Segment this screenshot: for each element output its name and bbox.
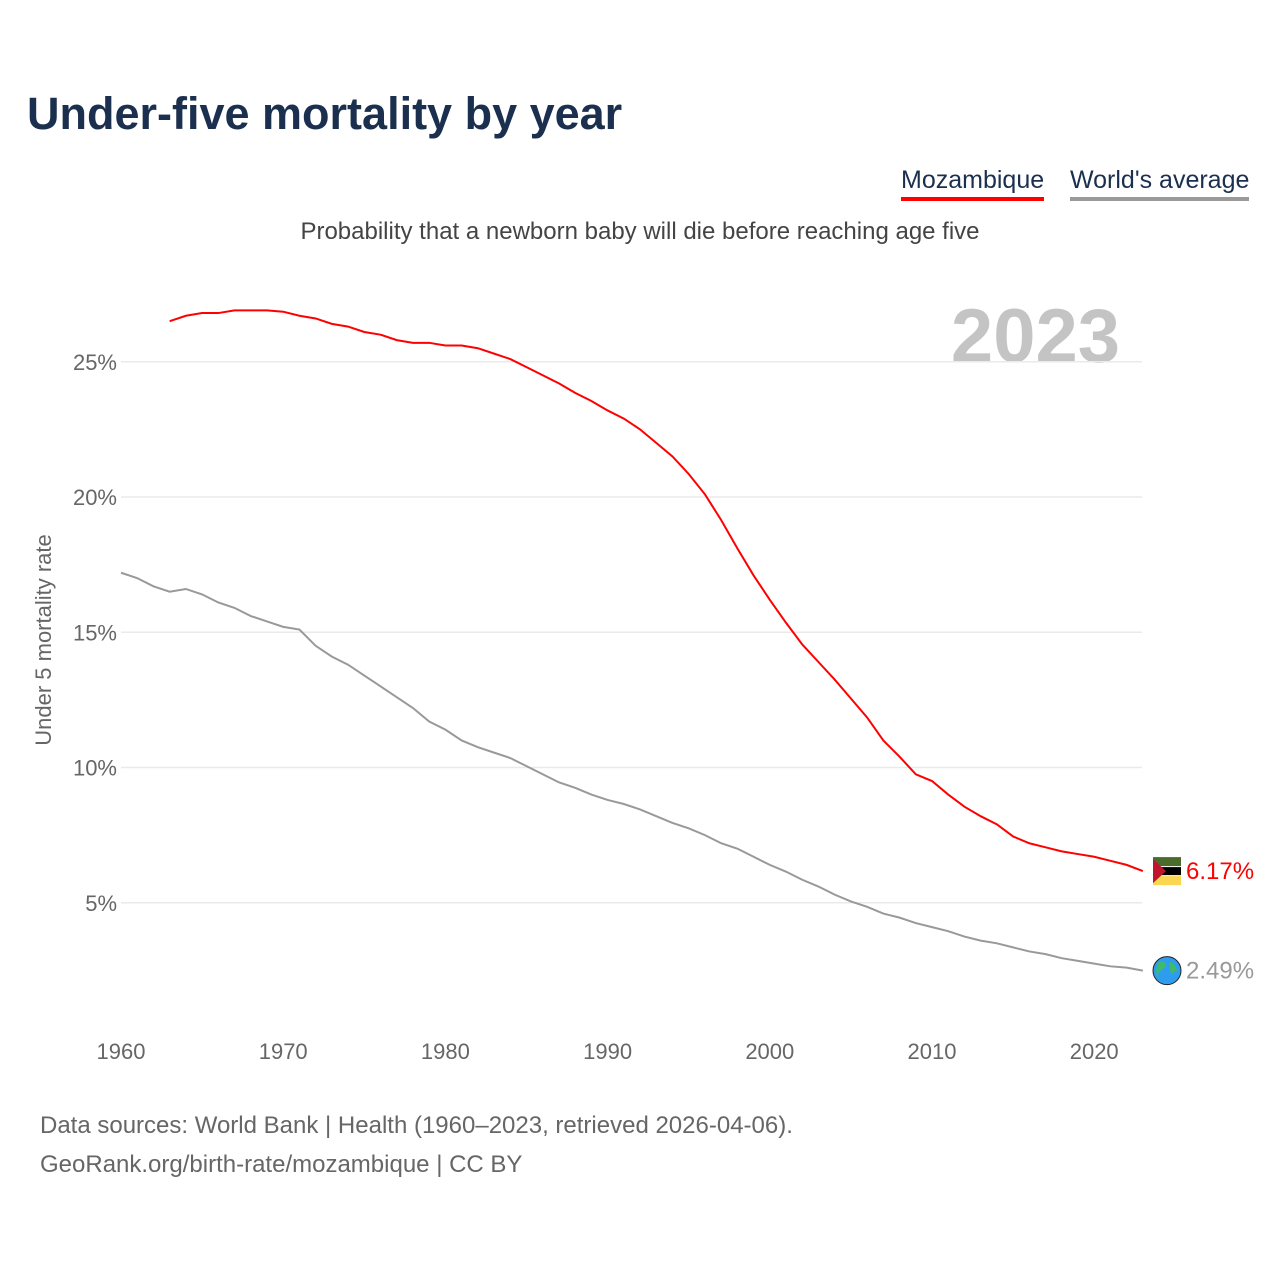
x-tick-label: 1960 (97, 1039, 146, 1064)
x-tick-label: 1990 (583, 1039, 632, 1064)
y-tick-label: 25% (73, 350, 117, 375)
source-note: Data sources: World Bank | Health (1960–… (40, 1106, 793, 1184)
chart-subtitle: Probability that a newborn baby will die… (300, 218, 980, 245)
source-line-1: Data sources: World Bank | Health (1960–… (40, 1112, 793, 1139)
flag-stripe (1153, 857, 1181, 867)
x-tick-label: 1970 (259, 1039, 308, 1064)
y-tick-label: 5% (85, 891, 117, 916)
x-tick-label: 1980 (421, 1039, 470, 1064)
year-watermark: 2023 (951, 294, 1120, 379)
y-tick-label: 15% (73, 620, 117, 645)
end-value-label: 2.49% (1186, 958, 1254, 985)
flag-stripe (1153, 867, 1181, 876)
series-line-world (120, 571, 1144, 972)
chart-title: Under-five mortality by year (27, 88, 623, 139)
flag-stripe (1153, 876, 1181, 886)
x-tick-label: 2000 (745, 1039, 794, 1064)
x-tick-label: 2010 (908, 1039, 957, 1064)
legend-mozambique[interactable]: Mozambique (901, 166, 1045, 201)
legend-world[interactable]: World's average (1070, 166, 1250, 201)
source-line-2[interactable]: GeoRank.org/birth-rate/mozambique | CC B… (40, 1151, 523, 1178)
end-value-label: 6.17% (1186, 858, 1254, 885)
x-tick-label: 2020 (1070, 1039, 1119, 1064)
globe-land (1156, 961, 1177, 979)
y-tick-label: 10% (73, 756, 117, 781)
y-axis-label: Under 5 mortality rate (31, 534, 56, 746)
series-line-mozambique (169, 309, 1144, 873)
flag-triangle (1153, 859, 1166, 884)
y-tick-label: 20% (73, 485, 117, 510)
